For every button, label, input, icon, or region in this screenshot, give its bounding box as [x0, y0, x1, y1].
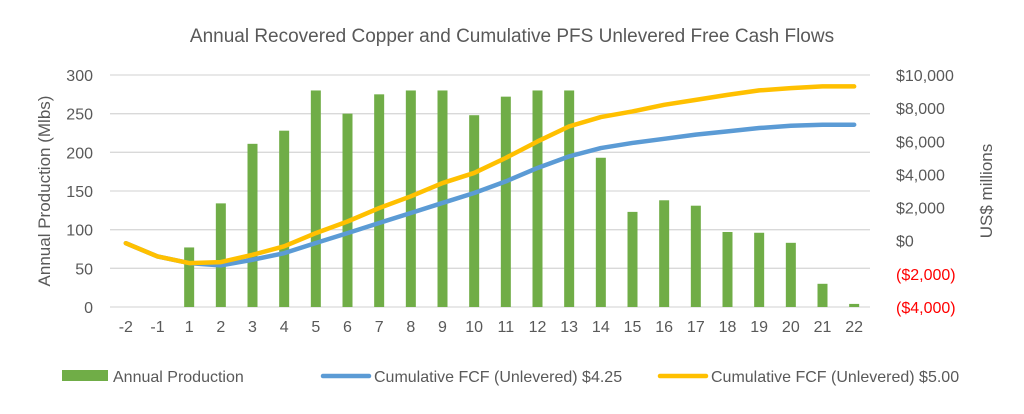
x-tick-label: 8 — [406, 319, 415, 336]
legend-entry: Annual Production — [113, 369, 244, 386]
bar-annual-production — [310, 90, 321, 307]
chart-title: Annual Recovered Copper and Cumulative P… — [190, 26, 834, 47]
x-tick-label: 20 — [782, 319, 800, 336]
bar-annual-production — [627, 211, 638, 307]
x-tick-label: 18 — [719, 319, 737, 336]
y-tick-label: 250 — [66, 107, 93, 124]
x-tick-label: 22 — [845, 319, 863, 336]
bar-annual-production — [659, 200, 670, 307]
y-tick-label: 50 — [75, 261, 93, 278]
bar-annual-production — [690, 205, 701, 307]
x-tick-label: 19 — [750, 319, 768, 336]
y2-tick-label: $8,000 — [896, 101, 945, 118]
x-tick-label: 11 — [498, 319, 515, 336]
bar-annual-production — [184, 247, 195, 307]
x-tick-label: 15 — [624, 319, 642, 336]
bar-annual-production — [437, 90, 448, 307]
y2-tick-label: $6,000 — [896, 134, 945, 151]
bar-annual-production — [500, 96, 511, 307]
x-tick-label: 2 — [216, 319, 225, 336]
y-tick-label: 300 — [66, 68, 93, 85]
y2-axis-label: US$ millions — [977, 144, 996, 238]
x-tick-label: 17 — [687, 319, 705, 336]
bar-annual-production — [469, 115, 480, 307]
y-axis-label: Annual Production (Mlbs) — [35, 96, 54, 287]
y2-tick-label: ($2,000) — [896, 267, 956, 284]
x-tick-label: 7 — [375, 319, 384, 336]
bar-annual-production — [754, 232, 765, 307]
x-tick-label: 12 — [529, 319, 547, 336]
bar-annual-production — [342, 113, 353, 308]
bar-annual-production — [595, 157, 606, 307]
x-tick-label: 3 — [248, 319, 257, 336]
x-tick-label: 10 — [465, 319, 483, 336]
y2-tick-label: $0 — [896, 234, 914, 251]
x-tick-label: 16 — [655, 319, 673, 336]
y-tick-label: 150 — [66, 184, 93, 201]
bar-annual-production — [374, 94, 385, 307]
y2-tick-label: $10,000 — [896, 68, 954, 85]
line-cumulative-fcf-unlevered-4-25 — [123, 122, 857, 268]
bar-annual-production — [849, 303, 860, 307]
bar-annual-production — [785, 242, 796, 307]
y-tick-label: 0 — [84, 300, 93, 317]
bar-annual-production — [279, 130, 290, 307]
x-tick-label: -1 — [150, 319, 164, 336]
bar-annual-production — [817, 283, 828, 307]
line-cumulative-fcf-unlevered-5-00 — [123, 84, 857, 266]
y2-tick-label: ($4,000) — [896, 300, 956, 317]
y2-tick-label: $2,000 — [896, 201, 945, 218]
bar-annual-production — [405, 90, 416, 307]
x-tick-label: 6 — [343, 319, 352, 336]
y-tick-label: 200 — [66, 145, 93, 162]
bar-annual-production — [564, 90, 575, 307]
x-tick-label: 9 — [438, 319, 447, 336]
x-tick-label: 13 — [560, 319, 578, 336]
x-tick-label: 4 — [280, 319, 289, 336]
bar-annual-production — [247, 143, 258, 307]
bar-annual-production — [722, 231, 733, 307]
bar-annual-production — [215, 203, 226, 307]
legend-entry: Cumulative FCF (Unlevered) $5.00 — [711, 369, 959, 386]
legend-entry: Cumulative FCF (Unlevered) $4.25 — [374, 369, 622, 386]
x-tick-label: -2 — [119, 319, 133, 336]
x-tick-label: 21 — [814, 319, 832, 336]
bar-annual-production — [532, 90, 543, 307]
x-tick-label: 5 — [311, 319, 320, 336]
x-tick-label: 1 — [185, 319, 194, 336]
y-tick-label: 100 — [66, 223, 93, 240]
y2-tick-label: $4,000 — [896, 167, 945, 184]
legend-swatch — [62, 370, 108, 381]
x-tick-label: 14 — [592, 319, 610, 336]
